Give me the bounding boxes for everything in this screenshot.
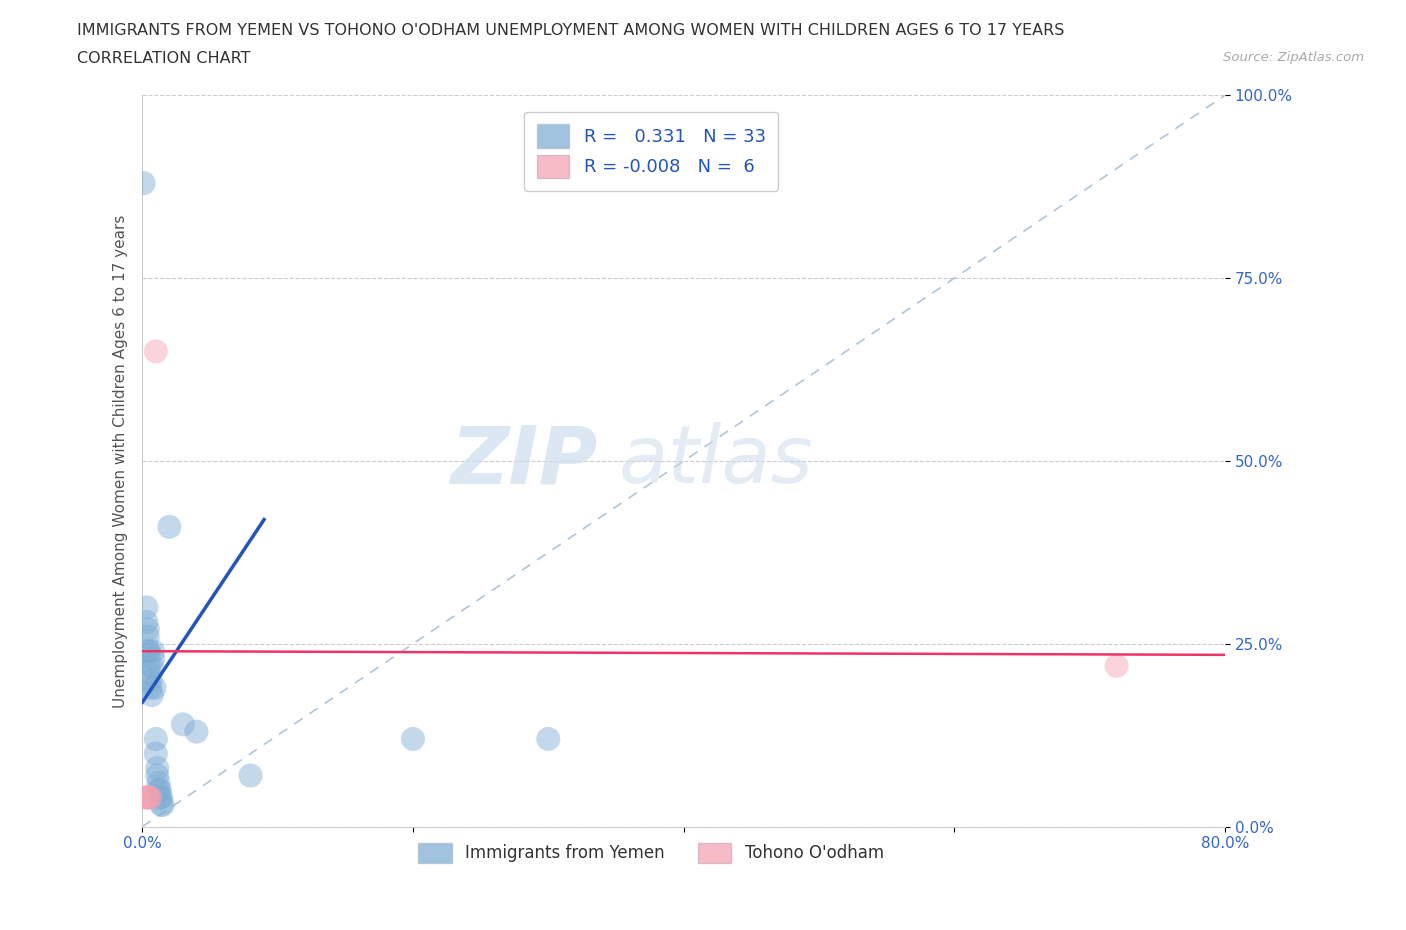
- Point: [138, 666, 160, 681]
- Point: [136, 790, 159, 804]
- Point: [239, 768, 262, 783]
- Point: [142, 651, 165, 666]
- Point: [186, 724, 208, 739]
- Text: IMMIGRANTS FROM YEMEN VS TOHONO O'ODHAM UNEMPLOYMENT AMONG WOMEN WITH CHILDREN A: IMMIGRANTS FROM YEMEN VS TOHONO O'ODHAM …: [77, 23, 1064, 38]
- Point: [136, 629, 159, 644]
- Point: [136, 622, 159, 637]
- Point: [537, 732, 560, 747]
- Legend: Immigrants from Yemen, Tohono O'odham: Immigrants from Yemen, Tohono O'odham: [412, 836, 890, 870]
- Point: [141, 658, 163, 673]
- Point: [139, 673, 162, 688]
- Point: [146, 768, 169, 783]
- Point: [135, 600, 157, 615]
- Point: [148, 783, 170, 798]
- Text: ZIP: ZIP: [450, 422, 598, 500]
- Point: [145, 732, 167, 747]
- Point: [150, 790, 173, 804]
- Point: [146, 761, 169, 776]
- Point: [132, 176, 155, 191]
- Point: [150, 797, 173, 812]
- Text: atlas: atlas: [619, 422, 814, 500]
- Point: [172, 717, 194, 732]
- Point: [138, 790, 160, 804]
- Point: [135, 790, 157, 804]
- Text: CORRELATION CHART: CORRELATION CHART: [77, 51, 250, 66]
- Point: [157, 520, 180, 535]
- Y-axis label: Unemployment Among Women with Children Ages 6 to 17 years: Unemployment Among Women with Children A…: [114, 215, 128, 708]
- Point: [145, 746, 167, 761]
- Point: [1105, 658, 1128, 673]
- Point: [143, 681, 166, 696]
- Point: [148, 776, 170, 790]
- Point: [149, 783, 172, 798]
- Point: [134, 790, 156, 804]
- Point: [149, 790, 172, 804]
- Point: [402, 732, 425, 747]
- Point: [138, 658, 160, 673]
- Point: [138, 644, 160, 658]
- Point: [145, 344, 167, 359]
- Point: [152, 797, 174, 812]
- Point: [136, 644, 159, 658]
- Text: Source: ZipAtlas.com: Source: ZipAtlas.com: [1223, 51, 1364, 64]
- Point: [139, 681, 162, 696]
- Point: [142, 644, 165, 658]
- Point: [139, 790, 162, 804]
- Point: [141, 687, 163, 702]
- Point: [135, 615, 157, 630]
